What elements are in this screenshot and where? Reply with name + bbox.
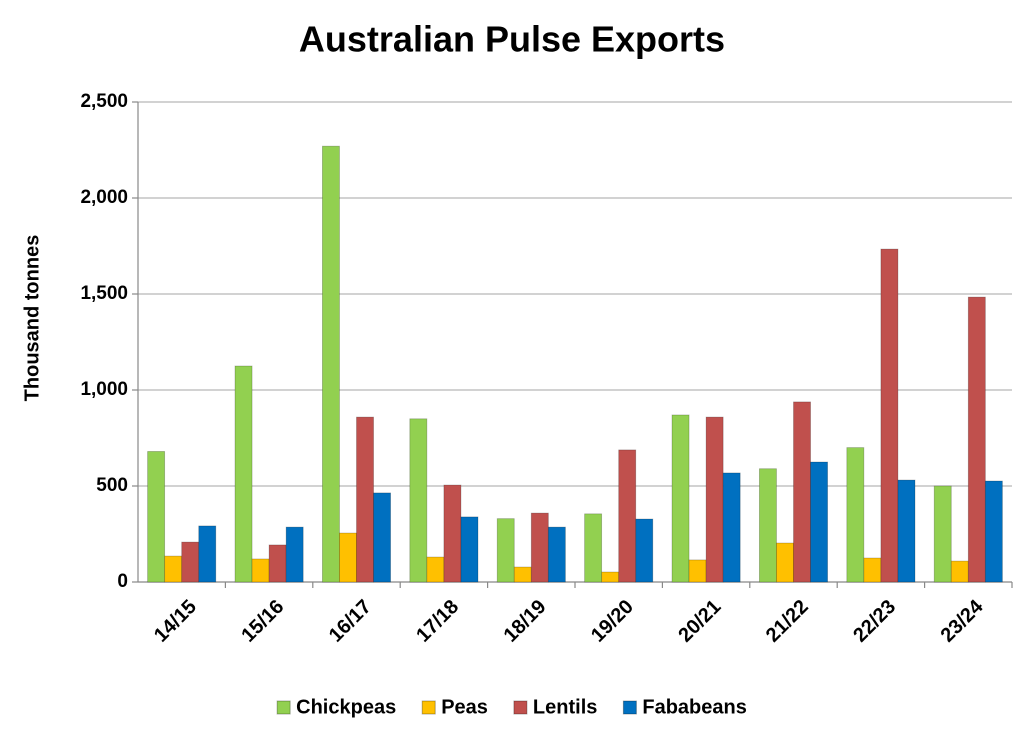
bar (810, 461, 828, 583)
legend-swatch (421, 700, 436, 715)
y-tick-label: 2,500 (80, 91, 128, 112)
legend-swatch (276, 700, 291, 715)
x-tick-label: 17/18 (412, 596, 463, 647)
bar (671, 414, 690, 583)
x-tick-label: 20/21 (674, 596, 725, 647)
bar (547, 526, 566, 583)
x-tick-label: 16/17 (325, 596, 376, 647)
bar (356, 416, 374, 583)
bar (688, 559, 707, 583)
x-tick-label: 15/16 (237, 596, 288, 647)
bar (147, 451, 166, 583)
bar (759, 468, 777, 583)
bar (950, 560, 969, 583)
bar (164, 555, 183, 583)
bar (776, 542, 794, 583)
y-tick-label: 2,000 (80, 187, 128, 208)
bar (426, 556, 445, 583)
bar (793, 401, 811, 583)
bar (705, 416, 724, 583)
legend-label: Fababeans (642, 696, 746, 718)
y-tick-label: 1,000 (80, 379, 128, 400)
bar (863, 557, 882, 583)
bar (635, 518, 654, 583)
bar (198, 525, 217, 583)
bar (584, 513, 603, 583)
bar (460, 516, 479, 583)
bar (967, 296, 986, 583)
legend-label: Peas (441, 696, 488, 718)
x-tick-label: 18/19 (500, 596, 551, 647)
bar (251, 558, 270, 583)
legend-swatch (513, 700, 528, 715)
bar (984, 480, 1003, 583)
bar (933, 485, 952, 583)
bar (181, 541, 200, 583)
bar (443, 484, 462, 583)
bar (880, 248, 899, 583)
y-tick-label: 500 (96, 475, 128, 496)
bar (846, 447, 865, 583)
y-tick-label: 0 (117, 571, 128, 592)
legend-label: Lentils (533, 696, 597, 718)
x-tick-label: 14/15 (150, 596, 201, 647)
x-tick-label: 23/24 (937, 595, 989, 647)
bar (513, 566, 532, 583)
x-tick-label: 21/22 (762, 596, 813, 647)
bar (601, 571, 620, 583)
legend-swatch (622, 700, 637, 715)
bar (496, 518, 515, 583)
bar (409, 418, 428, 583)
bar (234, 365, 253, 583)
bar (722, 472, 741, 583)
x-tick-label: 19/20 (587, 596, 638, 647)
bar (285, 526, 304, 583)
bar (373, 492, 391, 583)
bar (322, 145, 340, 583)
legend-label: Chickpeas (296, 696, 396, 718)
bar (339, 532, 357, 583)
bar (268, 544, 287, 583)
bar (618, 449, 637, 583)
bar (530, 512, 549, 583)
y-axis-label: Thousand tonnes (21, 235, 43, 402)
y-tick-label: 1,500 (80, 283, 128, 304)
x-tick-label: 22/23 (849, 596, 900, 647)
chart-title: Australian Pulse Exports (299, 19, 725, 60)
bar (897, 479, 916, 583)
